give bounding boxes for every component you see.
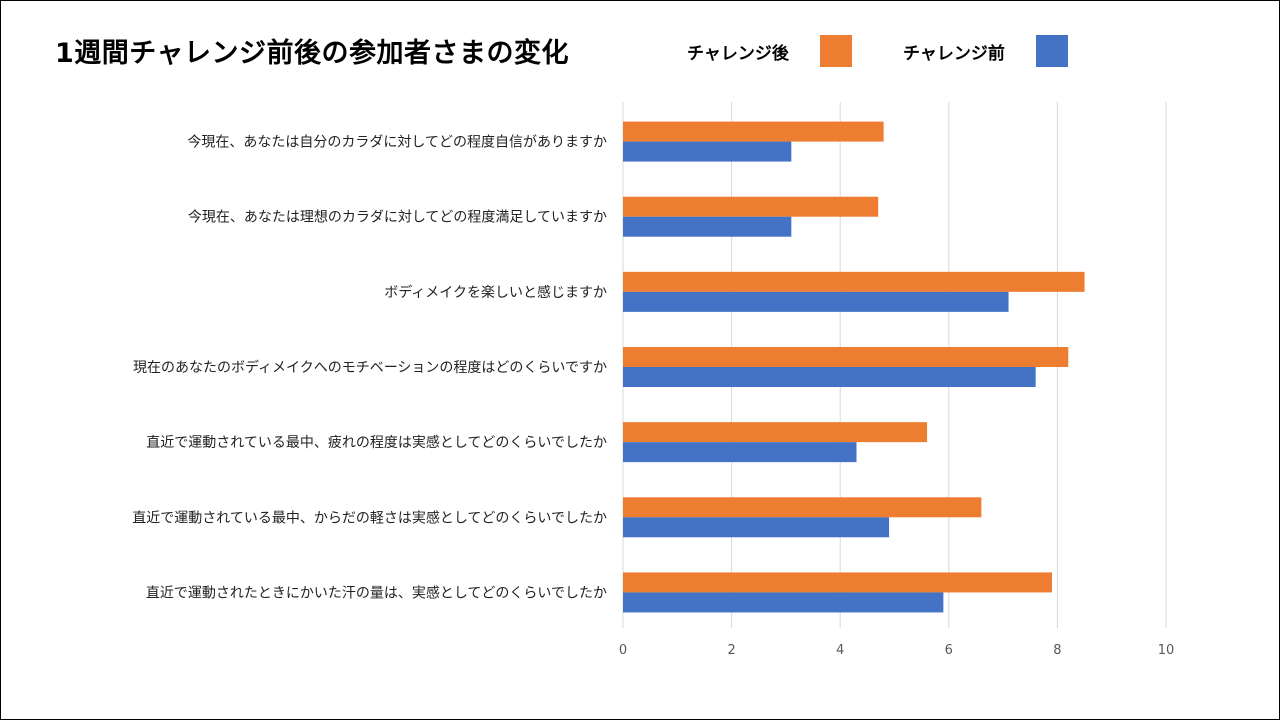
legend-label-before: チャレンジ前 — [903, 44, 1005, 64]
bar-before-5 — [623, 517, 890, 538]
category-label-3: 現在のあなたのボディメイクへのモチベーションの程度はどのくらいですか — [133, 359, 607, 376]
bar-before-6 — [623, 592, 944, 613]
legend-label-after: チャレンジ後 — [687, 44, 789, 64]
category-label-6: 直近で運動されたときにかいた汗の量は、実感としてどのくらいでしたか — [146, 584, 607, 601]
bar-after-3 — [623, 347, 1069, 367]
bar-before-0 — [623, 141, 792, 162]
category-label-5: 直近で運動されている最中、からだの軽さは実感としてどのくらいでしたか — [132, 509, 607, 526]
x-tick-label-0: 0 — [619, 643, 627, 658]
bar-before-3 — [623, 367, 1036, 387]
bar-after-0 — [623, 121, 884, 142]
bar-after-6 — [623, 572, 1052, 593]
x-tick-label-5: 10 — [1158, 643, 1175, 658]
bar-before-2 — [623, 291, 1009, 312]
bar-after-1 — [623, 196, 879, 217]
bar-after-5 — [623, 497, 982, 518]
x-tick-label-1: 2 — [727, 643, 735, 658]
bar-after-2 — [623, 271, 1085, 292]
bar-before-4 — [623, 442, 857, 463]
x-tick-label-2: 4 — [836, 643, 844, 658]
category-label-0: 今現在、あなたは自分のカラダに対してどの程度自信がありますか — [187, 135, 607, 151]
bar-before-1 — [623, 216, 792, 237]
x-tick-label-3: 6 — [945, 643, 953, 658]
category-label-4: 直近で運動されている最中、疲れの程度は実感としてどのくらいでしたか — [146, 434, 607, 451]
bar-after-4 — [623, 422, 928, 443]
legend-swatch-after — [820, 35, 852, 67]
chart-title: 1週間チャレンジ前後の参加者さまの変化 — [55, 38, 570, 69]
category-label-2: ボディメイクを楽しいと感じますか — [384, 284, 607, 301]
category-label-1: 今現在、あなたは理想のカラダに対してどの程度満足していますか — [188, 210, 607, 226]
x-tick-label-4: 8 — [1053, 643, 1061, 658]
legend-swatch-before — [1036, 35, 1068, 67]
